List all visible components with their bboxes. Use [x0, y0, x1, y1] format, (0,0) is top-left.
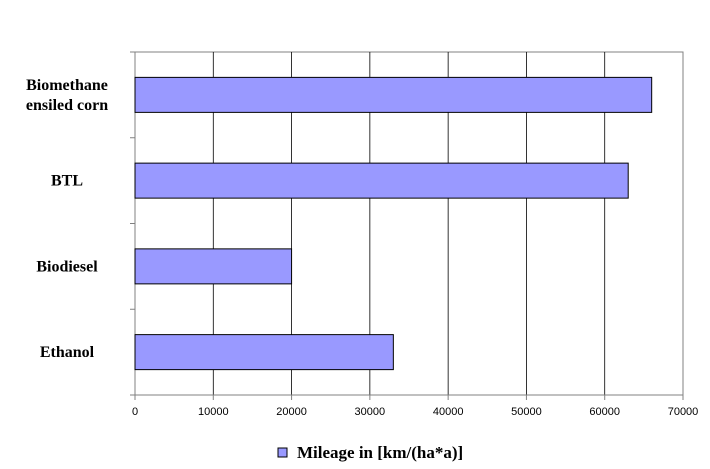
category-label: Biomethane ensiled corn [26, 77, 108, 114]
axes [130, 51, 684, 400]
bar [134, 248, 293, 285]
category-label: BTL [51, 173, 83, 190]
x-tick-label: 50000 [511, 406, 542, 418]
x-tick-label: 30000 [355, 406, 386, 418]
category-label: Biodiesel [36, 258, 98, 275]
x-tick-label: 60000 [589, 406, 620, 418]
x-tick-label: 0 [132, 406, 138, 418]
x-tick-label: 10000 [198, 406, 229, 418]
bars [134, 76, 653, 371]
legend-label: Mileage in [km/(ha*a)] [297, 443, 463, 462]
x-tick-label: 70000 [668, 406, 699, 418]
bar [134, 334, 394, 371]
x-tick-label: 20000 [276, 406, 307, 418]
bar [134, 76, 653, 113]
category-labels: Biomethane ensiled corn BTL Biodiesel Ethano… [26, 77, 108, 361]
x-tick-labels: 0 10000 20000 30000 40000 50000 60000 70000 [132, 406, 698, 418]
legend: Mileage in [km/(ha*a)] [277, 443, 463, 462]
legend-swatch [277, 447, 288, 458]
bar [134, 162, 629, 199]
x-tick-label: 40000 [433, 406, 464, 418]
category-label: Ethanol [40, 344, 95, 361]
